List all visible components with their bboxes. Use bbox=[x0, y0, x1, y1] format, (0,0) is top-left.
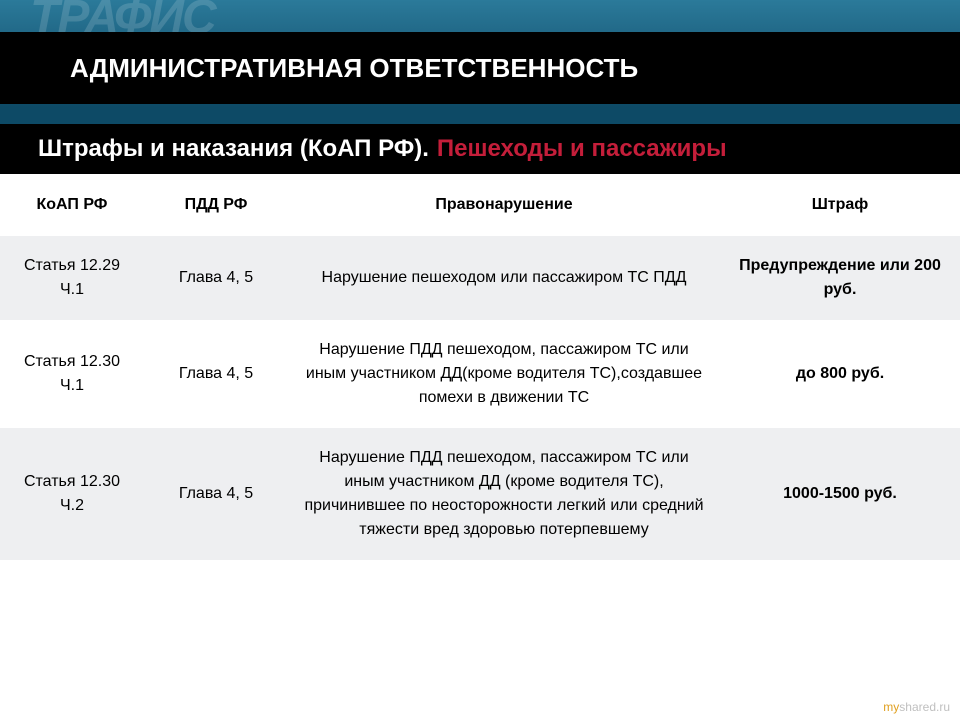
subtitle-main: Штрафы и наказания (КоАП РФ). bbox=[38, 135, 429, 163]
col-header-pdd: ПДД РФ bbox=[144, 174, 288, 236]
cell-fine: до 800 руб. bbox=[720, 320, 960, 428]
cell-offense: Нарушение ПДД пешеходом, пассажиром ТС и… bbox=[288, 428, 720, 560]
cell-koap: Статья 12.29 Ч.1 bbox=[0, 236, 144, 320]
fines-table: КоАП РФ ПДД РФ Правонарушение Штраф Стат… bbox=[0, 174, 960, 560]
col-header-fine: Штраф bbox=[720, 174, 960, 236]
watermark-my: my bbox=[883, 700, 899, 714]
cell-offense: Нарушение ПДД пешеходом, пассажиром ТС и… bbox=[288, 320, 720, 428]
subtitle-highlight: Пешеходы и пассажиры bbox=[437, 135, 727, 163]
table-header-row: КоАП РФ ПДД РФ Правонарушение Штраф bbox=[0, 174, 960, 236]
watermark: myshared.ru bbox=[883, 700, 950, 714]
page-title: АДМИНИСТРАТИВНАЯ ОТВЕТСТВЕННОСТЬ bbox=[70, 53, 638, 84]
col-header-offense: Правонарушение bbox=[288, 174, 720, 236]
cell-koap: Статья 12.30 Ч.2 bbox=[0, 428, 144, 560]
table-container: КоАП РФ ПДД РФ Правонарушение Штраф Стат… bbox=[0, 174, 960, 720]
cell-pdd: Глава 4, 5 bbox=[144, 320, 288, 428]
table-row: Статья 12.30 Ч.1 Глава 4, 5 Нарушение ПД… bbox=[0, 320, 960, 428]
header-bar: АДМИНИСТРАТИВНАЯ ОТВЕТСТВЕННОСТЬ bbox=[0, 32, 960, 104]
col-header-koap: КоАП РФ bbox=[0, 174, 144, 236]
subtitle-bar: Штрафы и наказания (КоАП РФ). Пешеходы и… bbox=[0, 124, 960, 174]
watermark-shared: shared.ru bbox=[899, 700, 950, 714]
table-row: Статья 12.30 Ч.2 Глава 4, 5 Нарушение ПД… bbox=[0, 428, 960, 560]
cell-pdd: Глава 4, 5 bbox=[144, 236, 288, 320]
cell-pdd: Глава 4, 5 bbox=[144, 428, 288, 560]
cell-offense: Нарушение пешеходом или пассажиром ТС ПД… bbox=[288, 236, 720, 320]
cell-koap: Статья 12.30 Ч.1 bbox=[0, 320, 144, 428]
cell-fine: Предупреждение или 200 руб. bbox=[720, 236, 960, 320]
table-row: Статья 12.29 Ч.1 Глава 4, 5 Нарушение пе… bbox=[0, 236, 960, 320]
cell-fine: 1000-1500 руб. bbox=[720, 428, 960, 560]
